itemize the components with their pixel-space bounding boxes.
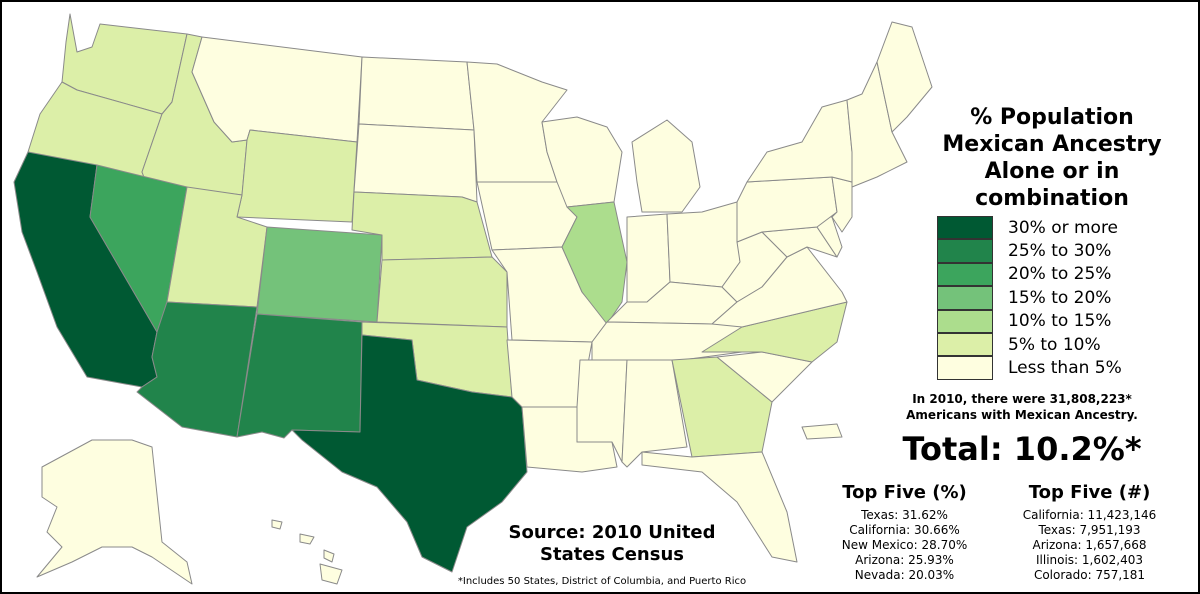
state-texas [291,334,528,573]
state-south-dakota [353,123,478,203]
legend-item: 25% to 30% [937,239,1122,263]
total-percentage: Total: 10.2%* [902,430,1142,468]
legend-title: % Population Mexican Ancestry Alone or i… [932,104,1172,212]
legend-label: 25% to 30% [1008,241,1112,262]
legend-swatch [937,216,993,240]
legend-swatch [937,286,993,310]
legend-title-line: Mexican Ancestry [942,132,1162,157]
state-kansas [376,256,508,328]
top-five-number-item: Texas: 7,951,193 [1038,523,1141,537]
state-ohio [666,201,741,288]
source-line: Source: 2010 United [508,522,716,543]
top-five-percent: Top Five (%) Texas: 31.62% California: 3… [827,482,982,583]
top-five-number-title: Top Five (#) [1028,482,1151,503]
legend-item: 20% to 25% [937,262,1122,287]
top-five-number-item: Arizona: 1,657,668 [1032,538,1147,552]
note-line: Americans with Mexican Ancestry. [906,408,1138,422]
source-line: States Census [540,544,684,565]
legend-swatch [937,356,993,380]
state-new-mexico [236,313,363,439]
legend-label: Less than 5% [1008,358,1122,379]
state-maine [876,21,933,133]
legend-item: 5% to 10% [937,332,1122,357]
legend: 30% or more 25% to 30% 20% to 25% 15% to… [937,216,1122,380]
top-five-percent-item: Arizona: 25.93% [855,553,954,567]
state-new-england [846,61,908,188]
state-florida [641,451,798,563]
legend-swatch [937,309,993,333]
top-five-percent-item: New Mexico: 28.70% [841,538,968,552]
top-five-number-item: California: 11,423,146 [1022,508,1157,522]
legend-swatch [937,332,993,357]
top-five-number-item: Colorado: 757,181 [1033,568,1146,582]
legend-label: 30% or more [1008,217,1119,238]
footnote: *Includes 50 States, District of Columbi… [457,576,747,587]
state-arizona [136,301,258,438]
legend-title-line: Alone or in [984,159,1120,184]
legend-item: Less than 5% [937,356,1122,380]
state-north-dakota [358,56,475,131]
state-new-york [746,99,853,183]
top-five-number: Top Five (#) California: 11,423,146 Texa… [1002,482,1177,583]
puerto-rico [801,423,843,440]
legend-label: 10% to 15% [1008,311,1112,332]
state-colorado [256,226,383,323]
state-wyoming [236,129,358,223]
top-five-number-item: Illinois: 1,602,403 [1035,553,1143,567]
legend-label: 20% to 25% [1008,264,1112,285]
top-five-percent-title: Top Five (%) [842,482,967,503]
note-line: In 2010, there were 31,808,223* [912,392,1132,406]
legend-title-line: combination [975,186,1129,211]
top-five-percent-item: California: 30.66% [849,523,960,537]
top-five-percent-item: Texas: 31.62% [861,508,948,522]
legend-item: 15% to 20% [937,286,1122,310]
state-hawaii [271,519,343,585]
legend-item: 30% or more [937,216,1122,240]
legend-item: 10% to 15% [937,309,1122,333]
state-michigan [631,119,701,213]
legend-swatch [937,239,993,263]
legend-label: 15% to 20% [1008,287,1112,308]
state-alaska [36,439,193,585]
ancestry-note: In 2010, there were 31,808,223* American… [882,391,1162,423]
state-montana [191,36,363,143]
legend-label: 5% to 10% [1008,334,1101,355]
top-five-percent-item: Nevada: 20.03% [854,568,955,582]
source-credit: Source: 2010 United States Census [492,522,732,566]
legend-title-line: % Population [970,105,1134,130]
legend-swatch [937,262,993,287]
